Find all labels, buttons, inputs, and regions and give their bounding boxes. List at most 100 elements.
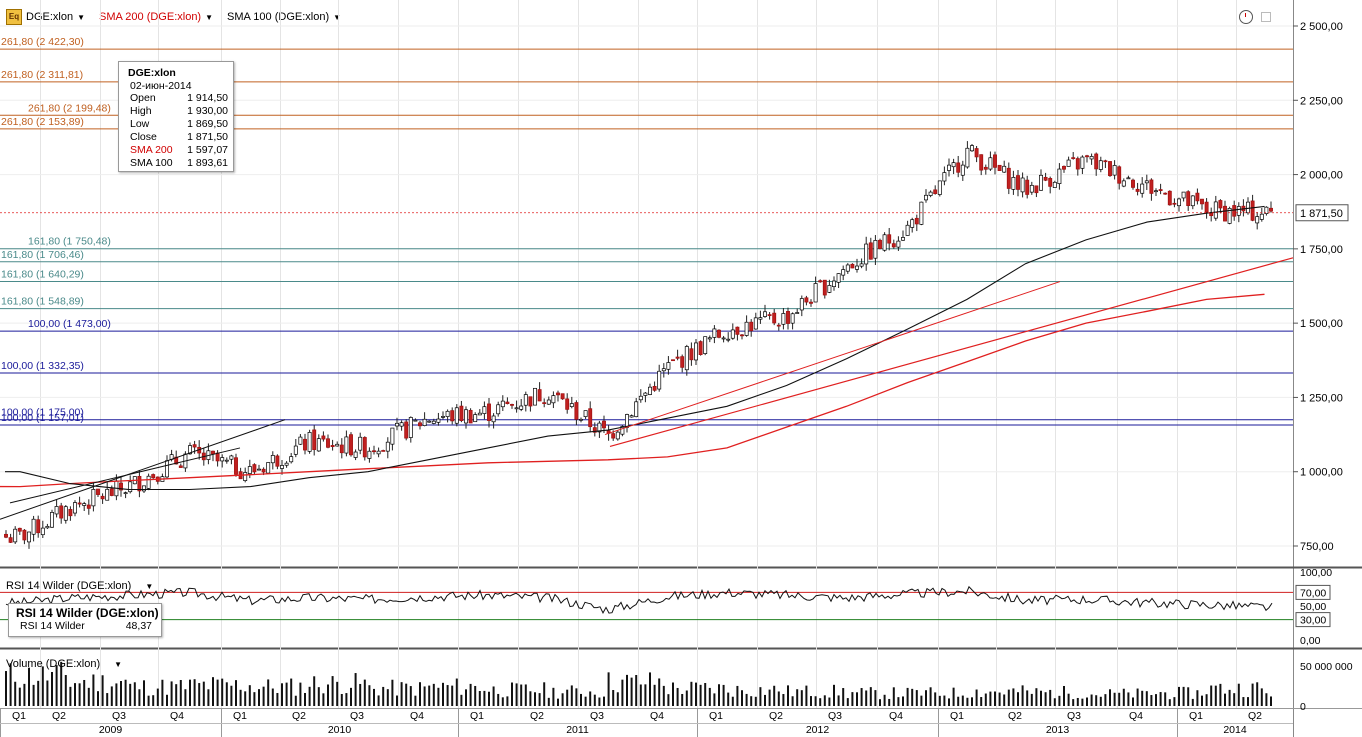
candle-body [31, 518, 36, 535]
volume-bar [419, 682, 421, 706]
candle-body [864, 243, 869, 265]
candle-body [50, 512, 54, 528]
candle-body [36, 519, 41, 534]
trendline [0, 419, 286, 520]
volume-bar [837, 695, 840, 706]
candle-body [712, 328, 717, 338]
maximize-icon[interactable] [1261, 12, 1271, 22]
candle-body [818, 280, 823, 283]
chevron-down-icon: ▼ [77, 12, 85, 22]
candle-body [482, 406, 487, 414]
toolbar-icons [1239, 10, 1271, 24]
volume-bar [658, 678, 661, 706]
volume-bar [428, 685, 431, 706]
volume-bar [1256, 682, 1259, 706]
volume-bar [207, 689, 210, 706]
level-label: 100,00 (1 157,01) [1, 412, 84, 424]
volume-bar [294, 695, 297, 706]
sma200-selector[interactable]: SMA 200 (DGE:xlon) ▼ [99, 11, 213, 23]
candle-body [634, 401, 639, 418]
candle-body [8, 537, 13, 543]
volume-bar [681, 693, 684, 706]
row-value: 1 869,50 [187, 118, 228, 130]
candle-body [54, 506, 59, 515]
volume-bar [1017, 692, 1019, 706]
volume-bar [649, 672, 651, 706]
candle-body [326, 438, 330, 448]
candle-body [910, 219, 915, 228]
level-label: 161,80 (1 640,29) [1, 268, 84, 280]
candle-body [786, 311, 790, 324]
volume-bar [952, 687, 955, 706]
volume-bar [874, 690, 877, 706]
candle-body [694, 342, 698, 361]
sma100-selector[interactable]: SMA 100 (DGE:xlon) ▼ [227, 11, 341, 23]
candle-body [280, 465, 284, 469]
volume-bar [856, 692, 858, 706]
rsi-header[interactable]: RSI 14 Wilder (DGE:xlon) ▼ [0, 577, 153, 595]
candle-body [399, 422, 404, 427]
volume-bar [382, 686, 385, 706]
volume-bar [488, 691, 490, 706]
candle-body [951, 162, 956, 168]
candle-body [1048, 178, 1053, 187]
volume-bar [998, 692, 1001, 706]
candle-body [928, 191, 933, 196]
volume-bar [1150, 695, 1153, 706]
volume-bar [248, 685, 251, 706]
candle-body [445, 410, 450, 417]
volume-bar [524, 684, 527, 706]
volume-bar [1132, 697, 1134, 706]
volume-bar [193, 679, 196, 706]
quarter-label: Q2 [1248, 710, 1262, 722]
price-tick-label: 1 250,00 [1300, 392, 1343, 404]
price-tick-label: 2 500,00 [1300, 21, 1343, 33]
candle-body [151, 474, 156, 479]
candle-body [1020, 177, 1025, 193]
volume-bar [391, 679, 394, 706]
volume-bar [83, 679, 86, 706]
rsi-box-row: RSI 14 Wilder 48,37 [9, 620, 161, 632]
volume-bar [552, 687, 555, 706]
volume-bar [460, 694, 463, 706]
volume-bar [1067, 693, 1070, 706]
volume-bar [5, 671, 7, 706]
candle-body [510, 404, 514, 406]
level-label: 261,80 (2 199,48) [28, 102, 111, 114]
candle-body [1135, 188, 1140, 192]
level-label: 261,80 (2 153,89) [1, 116, 84, 128]
candle-body [979, 154, 984, 171]
volume-bar [373, 688, 375, 706]
volume-bar [368, 685, 371, 706]
candle-body [822, 279, 827, 296]
candle-body [275, 455, 280, 467]
symbol-selector[interactable]: Eq DGE:xlon ▼ [6, 9, 85, 25]
infobox-row: SMA 200 1 597,07 [119, 144, 233, 157]
volume-bar [672, 682, 674, 706]
candle-body [1126, 177, 1131, 180]
candle-body [625, 414, 629, 428]
infobox-row: High 1 930,00 [119, 105, 233, 118]
level-label: 261,80 (2 311,81) [1, 69, 83, 81]
candle-body [1236, 206, 1241, 216]
rsi-tick-label: 70,00 [1300, 587, 1326, 599]
volume-bar [97, 691, 99, 706]
volume-bar [442, 682, 444, 706]
volume-bar [810, 696, 812, 706]
volume-bar [285, 682, 288, 706]
volume-bar [400, 682, 403, 706]
candle-body [882, 234, 887, 251]
infobox-row: Open 1 914,50 [119, 92, 233, 105]
candle-body [648, 386, 652, 395]
candle-body [887, 234, 892, 244]
volume-bar [327, 684, 329, 706]
row-key: SMA 100 [130, 157, 173, 169]
volume-bar [414, 695, 417, 706]
clock-icon[interactable] [1239, 10, 1253, 24]
volume-header[interactable]: Volume (DGE:xlon) ▼ [0, 655, 122, 673]
rsi-tick-label: 100,00 [1300, 567, 1332, 579]
rsi-line [5, 585, 1273, 614]
candle-body [73, 502, 77, 514]
volume-bar [690, 681, 693, 706]
